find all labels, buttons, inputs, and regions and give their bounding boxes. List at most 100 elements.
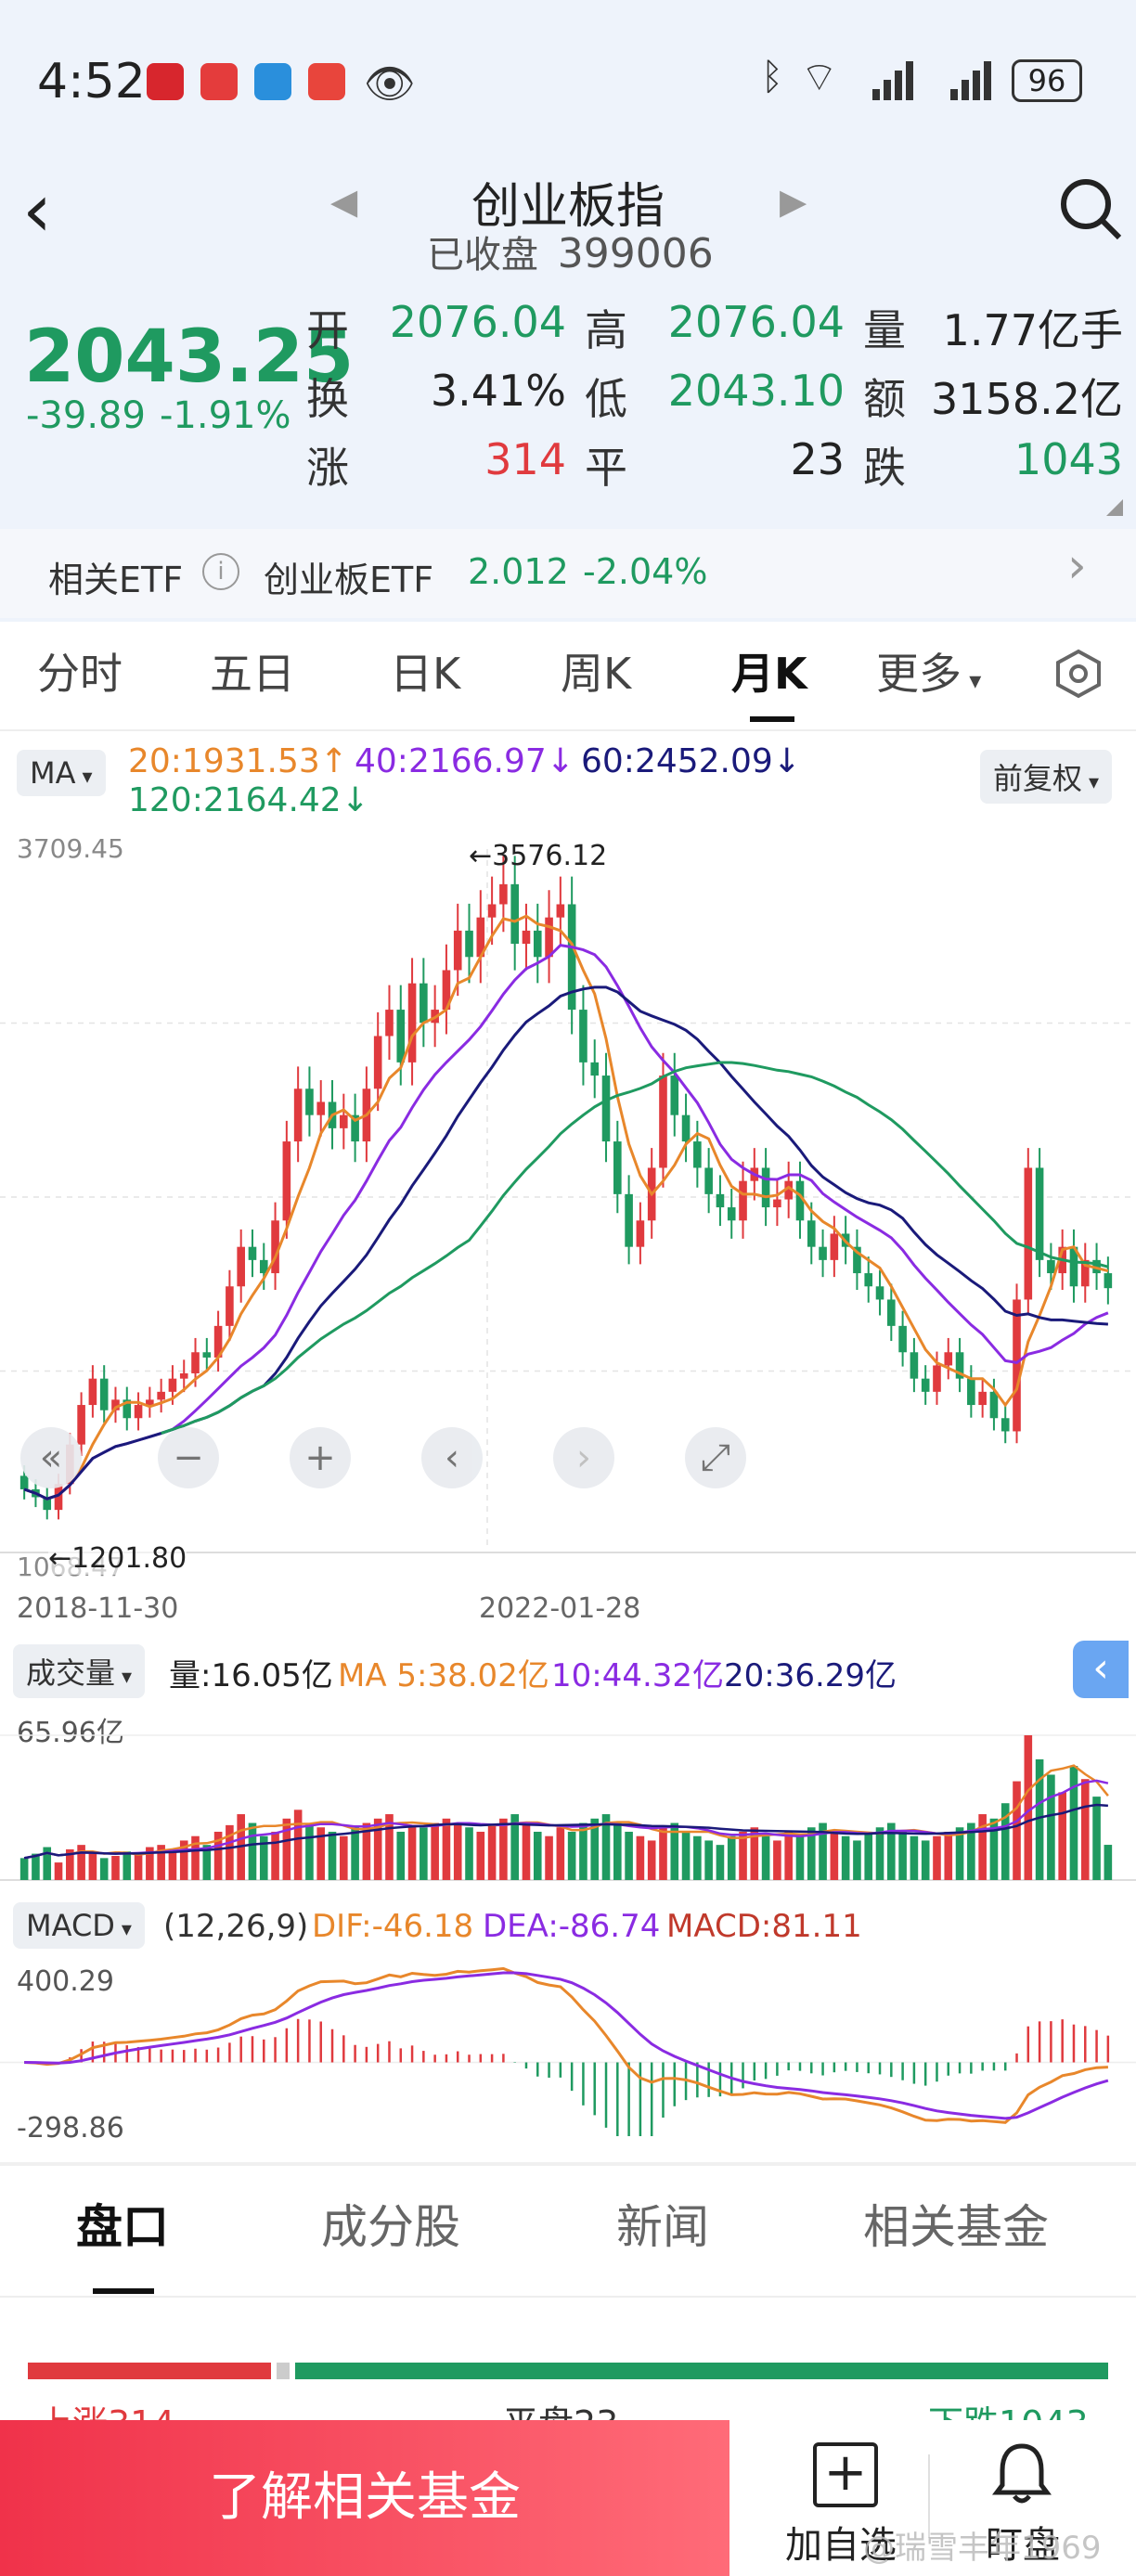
prev-stock-icon[interactable]: ◀ — [330, 181, 358, 222]
volume-bar — [226, 1824, 234, 1880]
breadth-labels: 上涨314 — [37, 2403, 175, 2422]
adjust-selector[interactable]: 前复权 ▾ — [980, 750, 1113, 804]
fullscreen-icon[interactable]: ⤢ — [685, 1427, 746, 1488]
learn-funds-button[interactable]: 了解相关基金 — [0, 2420, 729, 2576]
ma20-label: 20:1931.53↑ — [128, 742, 348, 780]
watch-label[interactable]: 盯盘 — [986, 2524, 1060, 2567]
tab-daily-k[interactable]: 日K — [390, 649, 461, 699]
app-notification-icon — [147, 63, 184, 100]
volume-bar — [693, 1835, 702, 1880]
volume-bar — [875, 1827, 884, 1880]
tab-news[interactable]: 新闻 — [616, 2200, 709, 2254]
scroll-left-icon[interactable]: ‹ — [421, 1427, 483, 1488]
rewind-icon[interactable]: « — [20, 1427, 82, 1488]
divider — [0, 2162, 1136, 2166]
candle — [613, 1141, 622, 1194]
volume-bar — [522, 1823, 531, 1880]
add-watchlist-label[interactable]: 加自选 — [785, 2524, 897, 2567]
tab-monthly-k[interactable]: 月K — [731, 649, 807, 699]
back-arrow-icon[interactable]: ‹ — [22, 167, 52, 253]
collapse-panel-icon[interactable]: ‹ — [1073, 1641, 1129, 1698]
bell-icon[interactable] — [991, 2441, 1052, 2505]
huawei-notification-icon — [200, 63, 238, 100]
candle — [305, 1088, 314, 1115]
candle — [237, 1246, 245, 1287]
candle — [88, 1378, 97, 1406]
macd-chart[interactable] — [0, 1954, 1136, 2147]
candle — [157, 1391, 165, 1400]
volume-selector-label: 成交量 — [26, 1655, 116, 1691]
breadth-up-bar — [28, 2363, 271, 2379]
tab-related-funds[interactable]: 相关基金 — [863, 2200, 1049, 2254]
macd-dea-line — [24, 1971, 1109, 2120]
action-bar-right — [729, 2420, 1136, 2576]
kline-chart[interactable] — [0, 831, 1136, 1591]
tab-orderbook[interactable]: 盘口 — [76, 2200, 169, 2254]
wifi-icon: ⌔ — [800, 54, 839, 101]
candle — [795, 1180, 805, 1221]
scroll-right-icon[interactable]: › — [553, 1427, 614, 1488]
add-watchlist-icon[interactable]: + — [813, 2442, 878, 2507]
dropdown-icon: ▾ — [962, 667, 982, 695]
settings-hexagon-icon[interactable] — [1052, 648, 1104, 700]
volume-bar — [179, 1840, 188, 1880]
tab-five-day[interactable]: 五日 — [210, 649, 295, 699]
open-label: 开 — [306, 305, 349, 355]
etf-row[interactable]: 相关ETF i 创业板ETF 2.012 -2.04% › — [0, 529, 1136, 618]
zoom-in-icon[interactable]: + — [290, 1427, 351, 1488]
volume-bar — [1000, 1803, 1010, 1880]
candle — [271, 1220, 279, 1274]
volume-bar — [1058, 1792, 1066, 1880]
expand-corner-icon[interactable] — [1106, 499, 1123, 516]
dropdown-icon: ▾ — [114, 1918, 132, 1941]
info-icon[interactable]: i — [202, 553, 239, 590]
candle — [590, 1062, 600, 1076]
down-count-value: 1043 — [1013, 434, 1123, 484]
volume-bar — [1035, 1758, 1044, 1880]
candle — [716, 1193, 725, 1208]
candle — [875, 1286, 884, 1300]
volume-bar — [123, 1851, 132, 1880]
candle — [1024, 1167, 1033, 1300]
volume-bar — [146, 1847, 154, 1880]
ma60-label: 60:2452.09↓ — [581, 742, 801, 780]
volume-bar — [704, 1840, 713, 1880]
volume-selector[interactable]: 成交量 ▾ — [13, 1644, 146, 1698]
volume-bar — [864, 1831, 873, 1880]
volume-bar — [716, 1845, 725, 1880]
chevron-right-icon[interactable]: › — [1067, 538, 1087, 594]
candle — [681, 1114, 691, 1142]
zoom-out-icon[interactable]: − — [158, 1427, 219, 1488]
candle — [19, 1475, 29, 1489]
candle — [579, 1010, 587, 1063]
macd-selector[interactable]: MACD ▾ — [13, 1902, 145, 1949]
battery-icon: 96 — [1012, 59, 1082, 102]
volume-bar — [647, 1840, 656, 1880]
candle — [442, 970, 451, 1011]
macd-value: MACD:81.11 — [666, 1908, 862, 1945]
candle — [213, 1325, 223, 1358]
volume-bar — [1013, 1781, 1021, 1880]
tab-weekly-k[interactable]: 周K — [561, 649, 632, 699]
volume-bar — [248, 1823, 257, 1880]
next-stock-icon[interactable]: ▶ — [780, 181, 807, 222]
candle — [921, 1378, 930, 1392]
candle — [465, 930, 473, 958]
volume-bar — [499, 1818, 508, 1880]
volume-chart[interactable] — [0, 1698, 1136, 1886]
volume-bar — [625, 1831, 633, 1880]
candle — [1104, 1273, 1113, 1289]
tab-intraday[interactable]: 分时 — [37, 649, 123, 699]
search-icon[interactable] — [1058, 176, 1125, 243]
ma-selector-label: MA — [30, 755, 76, 791]
candle — [99, 1378, 109, 1410]
volume-bar — [841, 1835, 850, 1880]
volume-bar — [396, 1831, 406, 1880]
candle — [773, 1199, 781, 1208]
candle — [123, 1399, 132, 1419]
candle — [248, 1246, 257, 1260]
ma-selector[interactable]: MA ▾ — [17, 750, 106, 796]
tab-constituents[interactable]: 成分股 — [321, 2200, 460, 2254]
tab-more[interactable]: 更多 ▾ — [876, 640, 981, 702]
candle — [739, 1180, 747, 1221]
